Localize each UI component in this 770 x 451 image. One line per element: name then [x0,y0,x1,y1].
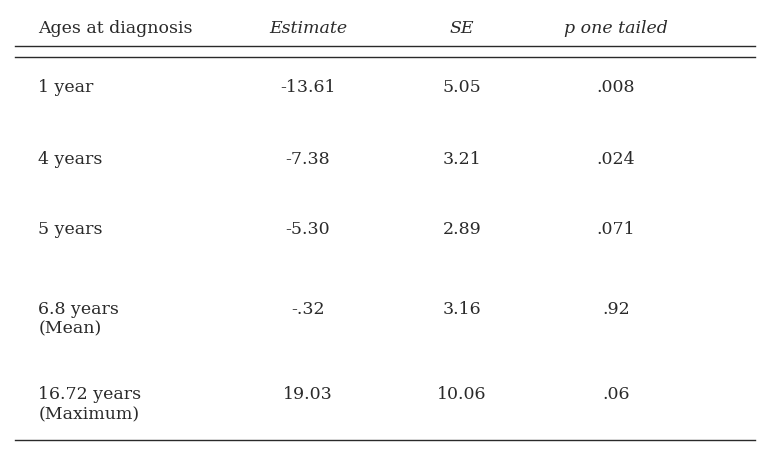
Text: .92: .92 [602,300,630,317]
Text: 10.06: 10.06 [437,386,487,403]
Text: 5.05: 5.05 [443,79,481,96]
Text: 2.89: 2.89 [443,221,481,238]
Text: 1 year: 1 year [38,79,94,96]
Text: -.32: -.32 [291,300,325,317]
Text: 19.03: 19.03 [283,386,333,403]
Text: .008: .008 [597,79,635,96]
Text: .024: .024 [597,151,635,168]
Text: p one tailed: p one tailed [564,20,668,37]
Text: SE: SE [450,20,474,37]
Text: 3.16: 3.16 [443,300,481,317]
Text: .06: .06 [602,386,630,403]
Text: 6.8 years
(Mean): 6.8 years (Mean) [38,300,119,336]
Text: 16.72 years
(Maximum): 16.72 years (Maximum) [38,386,142,422]
Text: -5.30: -5.30 [286,221,330,238]
Text: 4 years: 4 years [38,151,103,168]
Text: 3.21: 3.21 [443,151,481,168]
Text: Ages at diagnosis: Ages at diagnosis [38,20,193,37]
Text: Estimate: Estimate [269,20,347,37]
Text: 5 years: 5 years [38,221,103,238]
Text: -13.61: -13.61 [280,79,336,96]
Text: -7.38: -7.38 [286,151,330,168]
Text: .071: .071 [597,221,635,238]
